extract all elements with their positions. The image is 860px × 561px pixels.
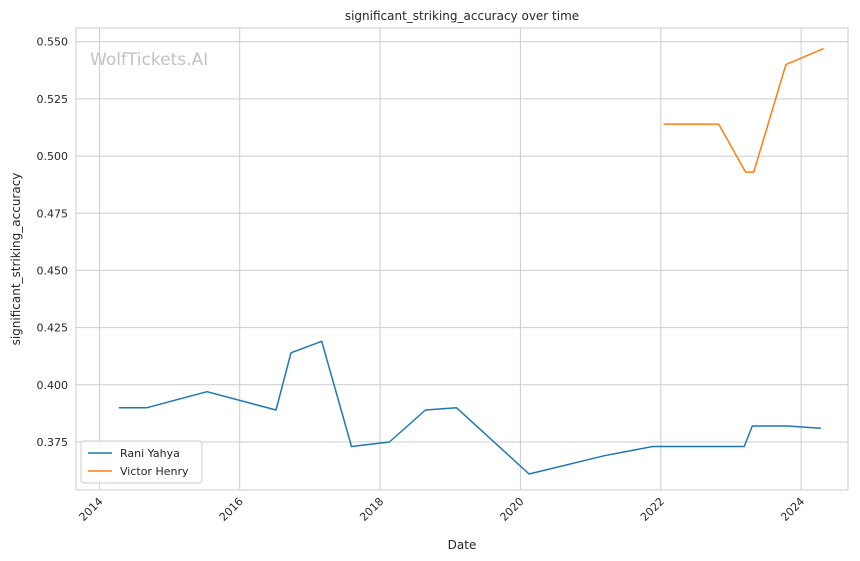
- x-tick-label: 2024: [778, 495, 807, 524]
- x-tick-label: 2018: [357, 495, 386, 524]
- series-line-rani-yahya: [118, 340, 821, 475]
- x-tick-label: 2014: [77, 495, 106, 524]
- y-tick-label: 0.400: [37, 379, 69, 392]
- y-tick-label: 0.475: [37, 207, 69, 220]
- y-tick-label: 0.450: [37, 264, 69, 277]
- legend-box: [80, 440, 203, 484]
- y-tick-label: 0.550: [37, 36, 69, 49]
- y-tick-label: 0.425: [37, 322, 69, 335]
- legend-label-rani-yahya: Rani Yahya: [120, 447, 180, 460]
- plot-area: [75, 27, 849, 491]
- x-axis-title: Date: [448, 538, 477, 552]
- legend-label-victor-henry: Victor Henry: [120, 465, 189, 478]
- series-lines: [118, 47, 824, 475]
- x-tick-label: 2020: [498, 495, 527, 524]
- x-axis-ticks: 2014 2016 2018 2020 2022 2024: [77, 495, 808, 524]
- x-tick-label: 2022: [638, 495, 667, 524]
- series-line-victor-henry: [663, 47, 824, 173]
- y-tick-label: 0.500: [37, 150, 69, 163]
- y-axis-title: significant_striking_accuracy: [9, 173, 23, 346]
- legend: Rani Yahya Victor Henry: [80, 440, 203, 484]
- x-tick-label: 2016: [217, 495, 246, 524]
- grid-lines: [76, 28, 848, 490]
- y-tick-label: 0.375: [37, 436, 69, 449]
- chart-title: significant_striking_accuracy over time: [345, 9, 579, 23]
- watermark: WolfTickets.AI: [90, 50, 208, 70]
- y-tick-label: 0.525: [37, 93, 69, 106]
- y-axis-ticks: 0.375 0.400 0.425 0.450 0.475 0.500 0.525 0.550: [37, 36, 69, 449]
